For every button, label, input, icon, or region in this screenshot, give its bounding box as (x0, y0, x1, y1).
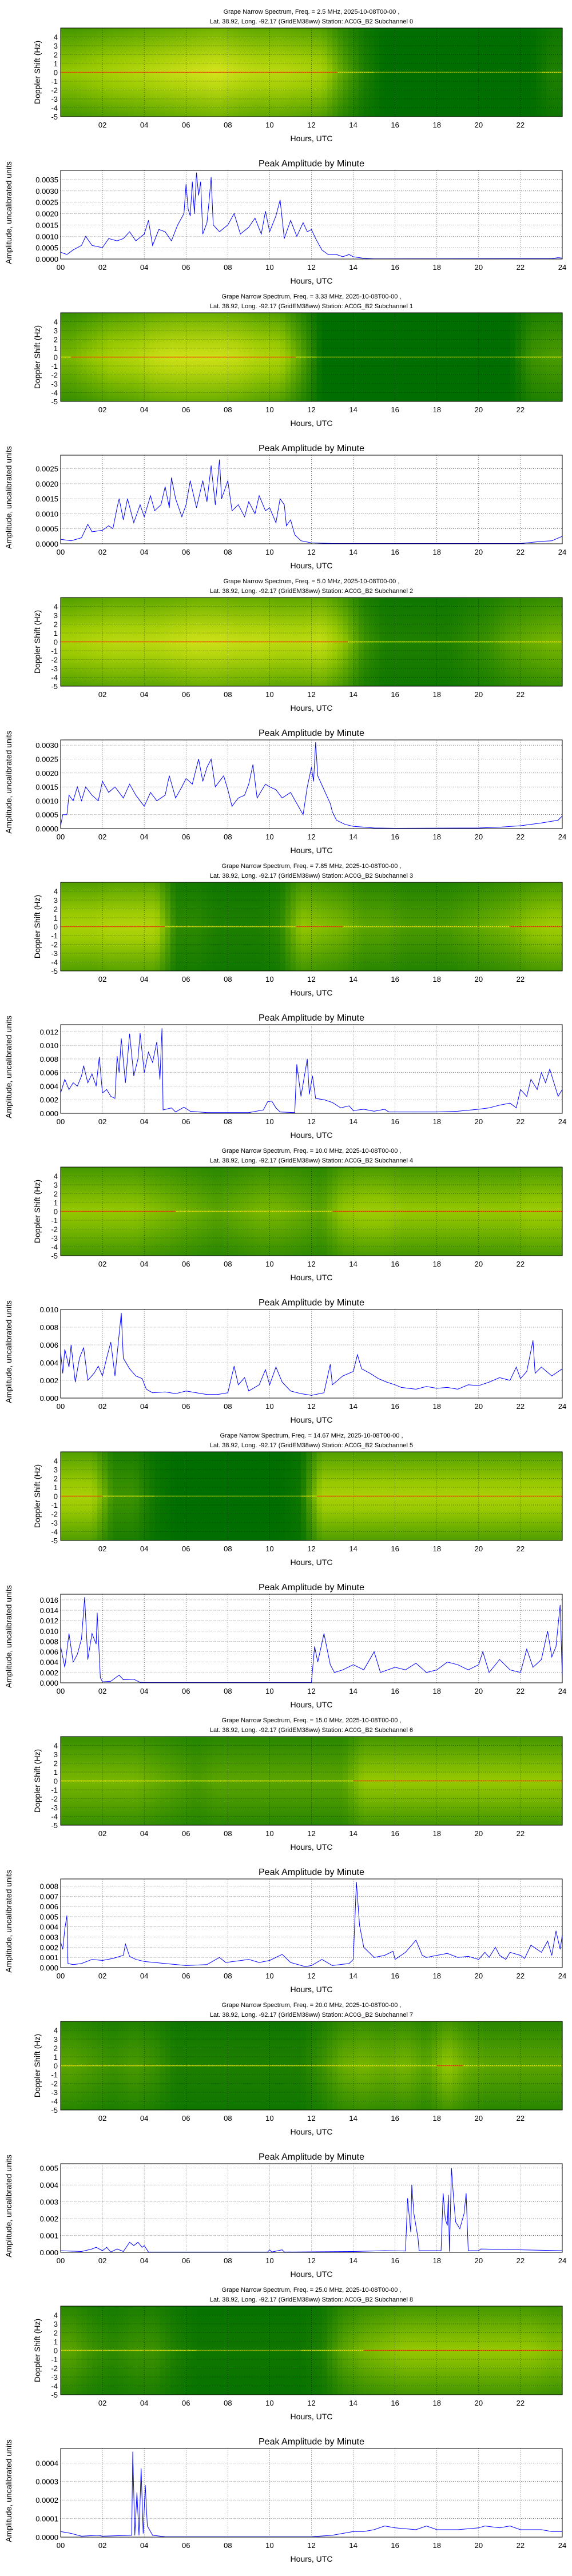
grape-spectrum-figure: Grape Narrow Spectrum, Freq. = 2.5 MHz, … (0, 0, 572, 2573)
